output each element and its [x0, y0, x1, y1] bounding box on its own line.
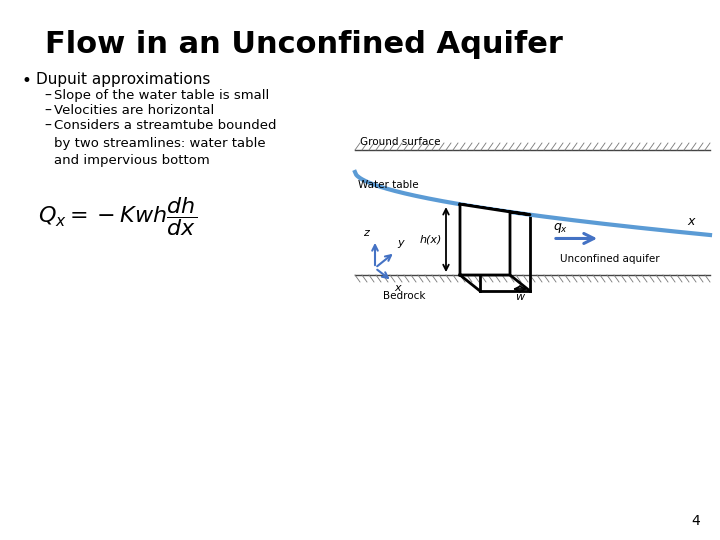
- Text: Water table: Water table: [358, 180, 418, 190]
- Text: Ground surface: Ground surface: [360, 137, 441, 147]
- Polygon shape: [460, 204, 530, 215]
- Text: Considers a streamtube bounded
by two streamlines: water table
and impervious bo: Considers a streamtube bounded by two st…: [54, 119, 276, 167]
- Text: w: w: [516, 292, 525, 302]
- Text: Flow in an Unconfined Aquifer: Flow in an Unconfined Aquifer: [45, 30, 563, 59]
- Text: $y$: $y$: [397, 238, 406, 250]
- Text: Dupuit approximations: Dupuit approximations: [36, 72, 210, 87]
- Text: –: –: [44, 119, 51, 133]
- Polygon shape: [460, 204, 510, 275]
- Text: $x$: $x$: [394, 283, 403, 293]
- Text: Velocities are horizontal: Velocities are horizontal: [54, 104, 215, 117]
- Text: –: –: [44, 89, 51, 103]
- Text: 4: 4: [691, 514, 700, 528]
- Text: $z$: $z$: [363, 228, 371, 238]
- Text: $x$: $x$: [687, 215, 697, 228]
- Text: –: –: [44, 104, 51, 118]
- Text: $q_x$: $q_x$: [553, 221, 568, 235]
- Text: h(x): h(x): [420, 234, 442, 245]
- Text: •: •: [22, 72, 32, 90]
- Text: Slope of the water table is small: Slope of the water table is small: [54, 89, 269, 102]
- Text: $Q_x = -Kwh\dfrac{dh}{dx}$: $Q_x = -Kwh\dfrac{dh}{dx}$: [38, 195, 197, 238]
- Text: Unconfined aquifer: Unconfined aquifer: [560, 254, 660, 264]
- Text: Bedrock: Bedrock: [383, 291, 426, 301]
